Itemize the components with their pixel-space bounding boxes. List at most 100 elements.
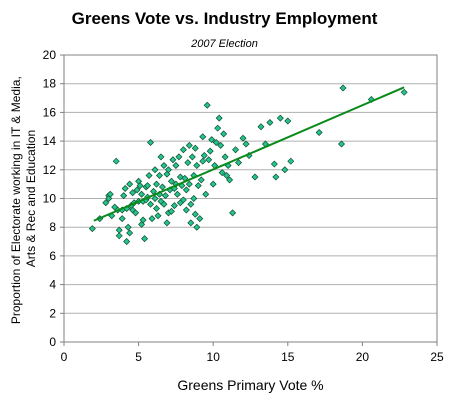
gridlines: [64, 83, 437, 314]
data-point: [209, 180, 217, 188]
data-point: [139, 216, 147, 224]
x-tick-label: 25: [430, 350, 444, 364]
data-point: [179, 196, 187, 204]
data-point: [339, 84, 347, 92]
data-point: [185, 180, 193, 188]
data-point: [196, 215, 204, 223]
data-point: [214, 124, 222, 132]
data-point: [203, 101, 211, 109]
data-point: [226, 176, 234, 184]
data-point: [157, 153, 165, 161]
data-point: [281, 166, 289, 174]
data-point: [338, 140, 346, 148]
data-point: [206, 147, 214, 155]
data-point: [235, 159, 243, 167]
data-point: [170, 202, 178, 210]
data-point: [239, 134, 247, 142]
data-point: [191, 210, 199, 218]
data-point: [115, 232, 123, 240]
data-point: [315, 128, 323, 136]
data-point: [102, 199, 110, 207]
data-point: [167, 177, 175, 185]
data-point: [158, 183, 166, 191]
y-tick-label: 8: [49, 220, 56, 234]
data-point: [88, 225, 96, 233]
data-point: [193, 223, 201, 231]
y-tick-label: 14: [43, 134, 57, 148]
data-point: [160, 200, 168, 208]
data-point: [155, 172, 163, 180]
data-point: [160, 162, 168, 169]
data-point: [126, 180, 134, 188]
data-point: [270, 160, 278, 168]
data-point: [223, 172, 231, 180]
data-point: [212, 139, 220, 147]
data-point: [147, 139, 155, 147]
trendline: [93, 86, 405, 222]
chart-subtitle: 2007 Election: [191, 38, 258, 50]
y-tick-label: 2: [49, 306, 56, 320]
data-point: [141, 235, 149, 243]
data-point: [217, 141, 225, 149]
data-point: [129, 189, 137, 197]
y-axis-label: Proportion of Electorate working in IT &…: [9, 73, 38, 324]
data-point: [147, 200, 155, 208]
data-point: [175, 153, 183, 161]
data-point: [266, 118, 274, 126]
data-point: [193, 162, 201, 169]
data-point: [194, 182, 202, 190]
y-tick-label: 16: [43, 105, 57, 119]
data-point: [276, 114, 284, 122]
data-point: [124, 223, 132, 231]
data-point: [123, 238, 131, 246]
data-point: [167, 207, 175, 215]
chart-title: Greens Vote vs. Industry Employment: [71, 9, 378, 28]
data-point: [153, 180, 160, 188]
data-point: [199, 157, 207, 165]
data-point: [126, 229, 134, 237]
x-tick-label: 10: [207, 350, 221, 364]
data-point: [218, 169, 226, 177]
data-point: [187, 200, 195, 208]
data-point: [133, 186, 141, 194]
data-point: [187, 219, 195, 227]
data-point: [202, 190, 210, 198]
x-axis-label: Greens Primary Vote %: [177, 377, 323, 393]
data-point: [118, 215, 126, 223]
data-point: [154, 212, 162, 220]
data-point: [215, 114, 223, 122]
data-point: [221, 153, 229, 161]
data-point: [169, 156, 177, 164]
data-point: [144, 182, 152, 190]
data-point: [173, 190, 181, 198]
data-point: [179, 146, 187, 154]
trendline-layer: [93, 86, 405, 222]
data-point: [272, 173, 280, 181]
data-point: [229, 209, 237, 217]
data-point: [151, 195, 159, 202]
data-point: [257, 123, 265, 131]
y-tick-label: 4: [49, 278, 56, 292]
y-tick-label: 20: [43, 48, 57, 62]
y-tick-label: 12: [43, 163, 57, 177]
data-point: [205, 156, 213, 164]
data-point: [199, 133, 207, 141]
data-point: [400, 88, 408, 96]
x-tick-label: 5: [135, 350, 142, 364]
data-point: [220, 130, 228, 138]
data-point: [115, 226, 123, 234]
data-point: [120, 192, 128, 200]
data-point: [112, 157, 120, 165]
data-point: [148, 215, 156, 223]
data-point: [164, 166, 172, 174]
data-point: [284, 117, 292, 125]
data-point: [145, 172, 153, 180]
data-point: [200, 151, 208, 159]
axis-ticks: 0 2 4 6 8 10 12 14 16 18 20 0 5 10 15 20 25: [43, 48, 444, 364]
data-point: [188, 153, 196, 161]
x-tick-label: 0: [61, 350, 68, 364]
data-point: [106, 190, 114, 198]
data-point: [138, 190, 146, 198]
data-point: [132, 209, 140, 217]
